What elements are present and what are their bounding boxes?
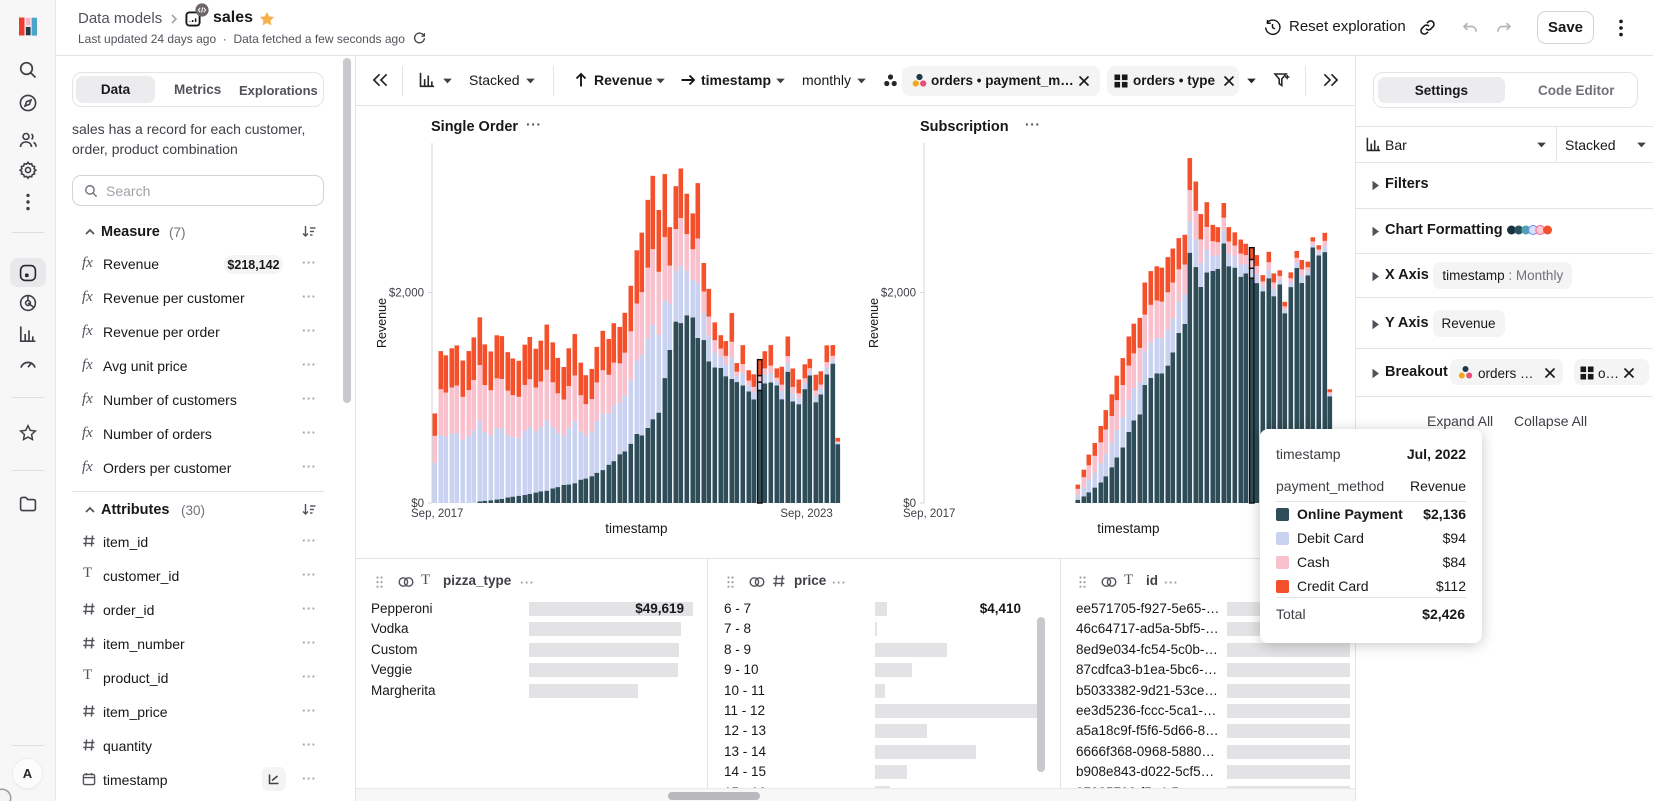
svg-text:Sep, 2017: Sep, 2017 bbox=[411, 508, 463, 520]
svg-text:timestamp: timestamp bbox=[605, 521, 667, 536]
svg-text:timestamp: timestamp bbox=[1097, 521, 1159, 536]
svg-text:Sep, 2023: Sep, 2023 bbox=[780, 508, 832, 520]
svg-text:$2,000: $2,000 bbox=[880, 288, 915, 300]
svg-text:Revenue: Revenue bbox=[867, 298, 881, 348]
svg-text:Revenue: Revenue bbox=[375, 298, 389, 348]
svg-text:$0: $0 bbox=[903, 498, 916, 510]
svg-text:Sep, 2017: Sep, 2017 bbox=[903, 508, 955, 520]
svg-text:$2,000: $2,000 bbox=[388, 288, 423, 300]
svg-text:$0: $0 bbox=[411, 498, 424, 510]
